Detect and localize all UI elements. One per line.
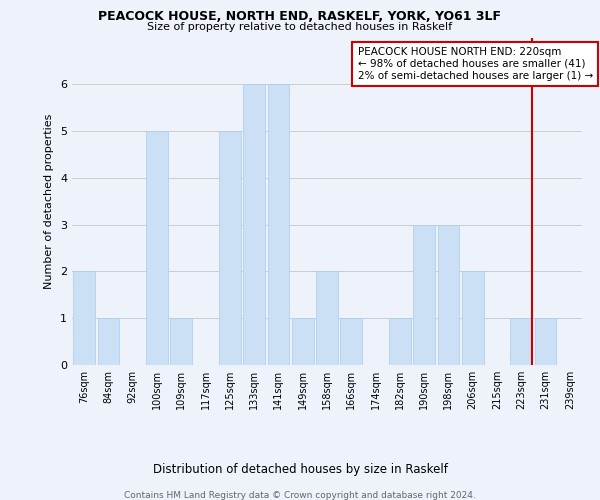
Bar bbox=[316, 272, 338, 365]
Bar bbox=[462, 272, 484, 365]
Bar bbox=[437, 224, 460, 365]
Text: Contains HM Land Registry data © Crown copyright and database right 2024.
Contai: Contains HM Land Registry data © Crown c… bbox=[103, 491, 497, 500]
Bar bbox=[389, 318, 411, 365]
Bar bbox=[268, 84, 289, 365]
Text: Size of property relative to detached houses in Raskelf: Size of property relative to detached ho… bbox=[148, 22, 452, 32]
Bar bbox=[219, 131, 241, 365]
Bar bbox=[97, 318, 119, 365]
Text: PEACOCK HOUSE NORTH END: 220sqm
← 98% of detached houses are smaller (41)
2% of : PEACOCK HOUSE NORTH END: 220sqm ← 98% of… bbox=[358, 48, 593, 80]
Bar bbox=[292, 318, 314, 365]
Bar bbox=[511, 318, 532, 365]
Text: PEACOCK HOUSE, NORTH END, RASKELF, YORK, YO61 3LF: PEACOCK HOUSE, NORTH END, RASKELF, YORK,… bbox=[98, 10, 502, 23]
Y-axis label: Number of detached properties: Number of detached properties bbox=[44, 114, 55, 289]
Bar bbox=[535, 318, 556, 365]
Bar bbox=[146, 131, 168, 365]
Bar bbox=[170, 318, 192, 365]
Bar bbox=[73, 272, 95, 365]
Bar bbox=[340, 318, 362, 365]
Text: Distribution of detached houses by size in Raskelf: Distribution of detached houses by size … bbox=[152, 462, 448, 475]
Bar bbox=[413, 224, 435, 365]
Bar bbox=[243, 84, 265, 365]
